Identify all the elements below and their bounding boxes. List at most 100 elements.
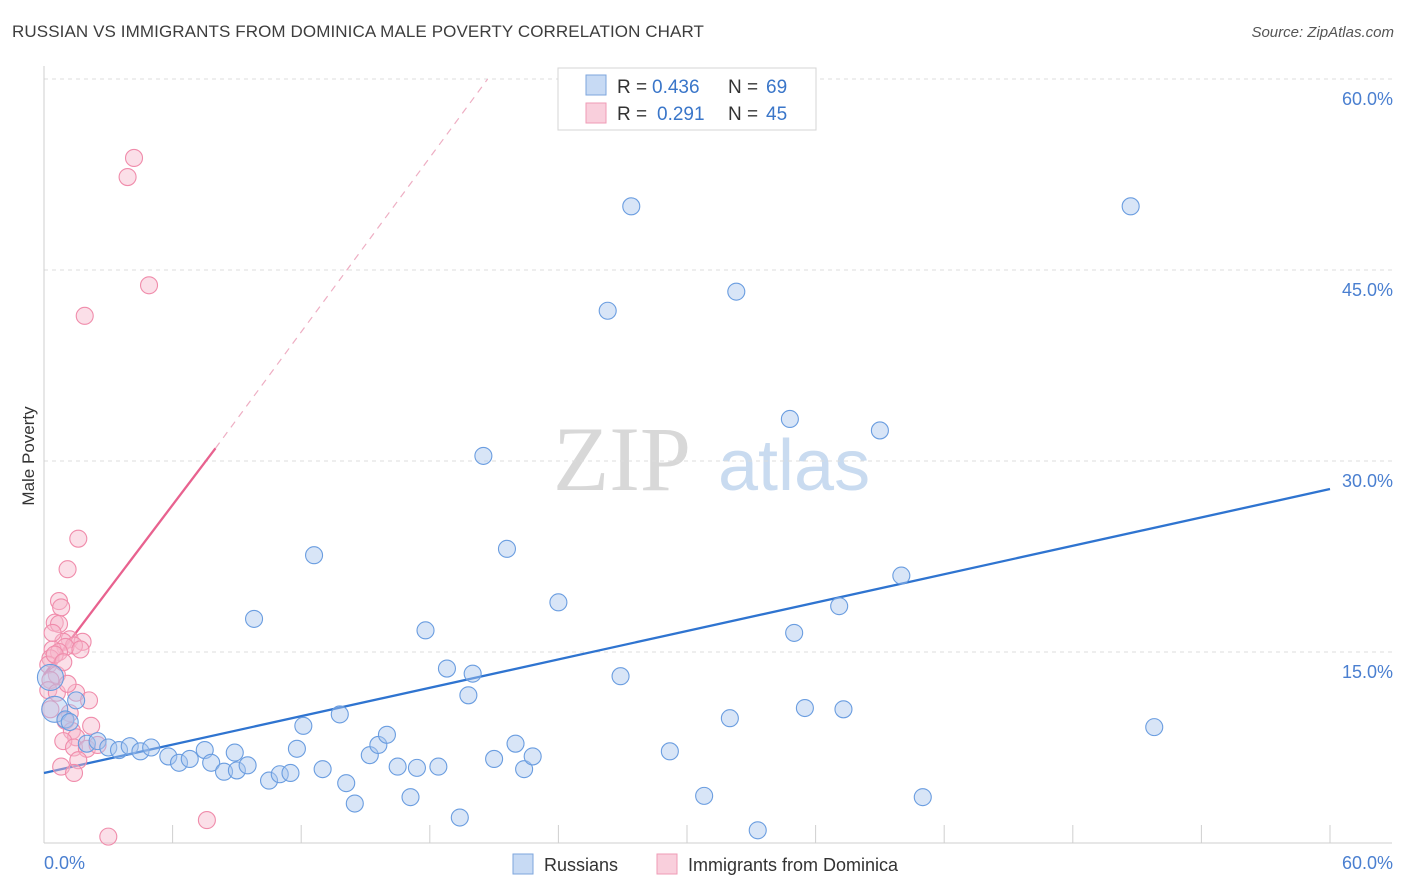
legend-n-label-1: N = <box>728 77 758 98</box>
source-label: Source: ZipAtlas.com <box>1251 24 1394 41</box>
point-russians <box>720 709 739 728</box>
point-dominica <box>79 691 99 710</box>
legend-n-value-1: 69 <box>766 77 787 98</box>
y-tick-label: 15.0% <box>1342 662 1393 682</box>
point-russians <box>142 738 161 757</box>
point-russians <box>202 753 221 772</box>
point-russians <box>598 301 617 320</box>
legend-n-value-2: 45 <box>766 104 787 125</box>
point-dominica <box>54 732 73 751</box>
chart-title: RUSSIAN VS IMMIGRANTS FROM DOMINICA MALE… <box>12 22 705 41</box>
point-russians <box>785 623 804 642</box>
point-russians <box>727 282 746 301</box>
point-russians <box>834 700 853 719</box>
point-russians <box>345 794 364 813</box>
point-russians <box>463 664 482 683</box>
point-russians <box>830 597 849 616</box>
point-dominica <box>69 529 88 548</box>
point-russians <box>330 705 349 724</box>
point-dominica <box>82 716 101 735</box>
point-russians <box>416 621 435 640</box>
point-russians <box>109 740 129 760</box>
point-russians <box>169 753 189 772</box>
point-russians <box>429 757 448 776</box>
legend-swatch-russians <box>585 74 607 96</box>
data-points <box>36 148 1164 846</box>
point-russians <box>474 446 493 465</box>
point-russians <box>660 742 679 761</box>
point-russians <box>497 539 517 558</box>
point-russians <box>515 760 534 779</box>
point-russians <box>159 747 178 766</box>
point-russians <box>36 663 64 692</box>
trend-extension-1 <box>214 78 489 449</box>
point-russians <box>180 749 199 769</box>
legend-r-value-1: 0.436 <box>652 77 700 98</box>
point-dominica <box>71 640 90 659</box>
legend-bottom: Russians Immigrants from Dominica <box>512 853 899 875</box>
legend-r-label-1: R = <box>617 77 647 98</box>
point-russians <box>388 757 407 776</box>
point-russians <box>259 771 279 790</box>
legend-bottom-swatch-russians <box>512 853 534 875</box>
tick-labels: 60.0% 45.0% 30.0% 15.0% 0.0% 60.0% <box>44 89 1393 873</box>
point-russians <box>1145 718 1164 737</box>
point-russians <box>294 716 313 735</box>
legend-r-value-2: 0.291 <box>657 104 705 125</box>
point-russians <box>287 739 306 758</box>
point-russians <box>41 695 69 723</box>
point-dominica <box>58 560 77 579</box>
point-russians <box>622 197 641 216</box>
point-russians <box>459 686 478 705</box>
point-russians <box>695 786 714 805</box>
axes <box>43 66 1392 844</box>
point-dominica <box>99 827 118 846</box>
point-russians <box>214 762 234 781</box>
point-russians <box>244 609 264 628</box>
point-russians <box>913 788 932 807</box>
point-dominica <box>197 811 216 830</box>
legend-top: R = 0.436 N = 69 R = 0.291 N = 45 <box>557 67 817 131</box>
point-russians <box>305 546 324 565</box>
point-russians <box>506 734 525 753</box>
point-russians <box>870 421 889 440</box>
point-dominica <box>124 148 144 167</box>
legend-bottom-label-russians: Russians <box>544 855 618 875</box>
point-russians <box>611 667 630 686</box>
point-russians <box>795 698 814 718</box>
point-dominica <box>139 276 159 295</box>
point-russians <box>337 774 356 793</box>
grid-lines <box>44 78 1392 653</box>
point-russians <box>88 732 107 751</box>
point-russians <box>401 788 420 807</box>
watermark-atlas: atlas <box>718 426 870 506</box>
point-russians <box>780 409 799 429</box>
point-russians <box>60 712 79 732</box>
x-tick-label-max: 60.0% <box>1342 853 1393 873</box>
point-dominica <box>73 632 92 651</box>
y-tick-label: 45.0% <box>1342 280 1393 300</box>
point-dominica <box>43 623 62 642</box>
point-russians <box>131 742 150 761</box>
point-russians <box>67 691 86 710</box>
point-russians <box>748 821 767 840</box>
point-dominica <box>64 763 84 783</box>
trend-line-0 <box>43 487 1331 775</box>
watermark-zip: ZIP <box>553 408 691 510</box>
point-dominica <box>118 167 137 187</box>
y-tick-label: 60.0% <box>1342 89 1393 109</box>
point-dominica <box>75 306 94 325</box>
point-russians <box>485 749 504 769</box>
point-russians <box>549 593 568 612</box>
legend-bottom-label-dominica: Immigrants from Dominica <box>688 855 899 875</box>
y-tick-label: 30.0% <box>1342 471 1393 491</box>
point-russians <box>313 760 332 779</box>
point-russians <box>99 738 118 757</box>
point-russians <box>77 734 96 753</box>
legend-bottom-swatch-dominica <box>656 853 678 875</box>
point-russians <box>227 761 246 780</box>
point-russians <box>120 737 139 756</box>
x-tick-label-min: 0.0% <box>44 853 85 873</box>
point-dominica <box>52 598 71 617</box>
